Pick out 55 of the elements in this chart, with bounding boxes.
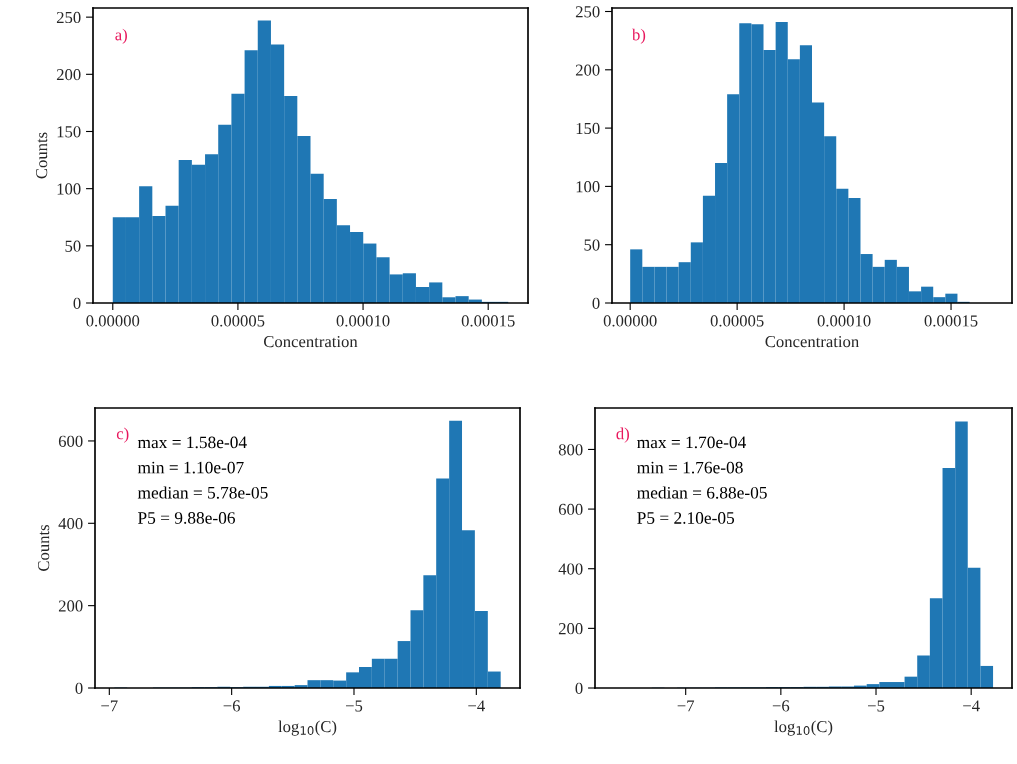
annotation: b)	[632, 28, 646, 44]
y-tick-label: 100	[576, 181, 600, 193]
y-tick-label: 150	[576, 122, 600, 135]
y-tick-label: 200	[58, 600, 83, 612]
y-tick-label: 0	[73, 297, 81, 309]
y-tick-label: 200	[56, 69, 81, 81]
x-tick-label: −6	[772, 700, 790, 712]
annotation: P5 = 9.88e-06	[138, 512, 236, 524]
x-tick-label: 0.00000	[603, 315, 657, 327]
y-tick-label: 100	[57, 183, 81, 195]
y-tick-label: 400	[58, 517, 83, 530]
x-tick-label: −4	[963, 700, 980, 712]
x-tick-label: −7	[101, 700, 118, 712]
x-axis-title: log$_{10}$(C)	[774, 720, 833, 736]
x-tick-label: 0.00005	[710, 315, 764, 327]
y-tick-label: 50	[65, 240, 81, 252]
x-tick-label: 0.00005	[211, 315, 265, 327]
y-tick-label: 600	[558, 503, 583, 516]
x-tick-label: 0.00015	[924, 315, 978, 327]
annotation: max = 1.70e-04	[637, 436, 747, 449]
y-axis-title: Counts	[38, 524, 50, 571]
x-tick-label: −5	[345, 700, 363, 712]
annotation: min = 1.10e-07	[137, 461, 244, 474]
annotation: a)	[115, 28, 127, 44]
x-tick-label: 0.00000	[86, 315, 140, 327]
y-tick-label: 600	[58, 435, 83, 447]
y-tick-label: 200	[558, 623, 583, 635]
x-tick-label: 0.00015	[461, 315, 515, 327]
x-axis-title: log$_{10}$(C)	[278, 720, 337, 736]
y-tick-label: 250	[575, 6, 600, 18]
y-tick-label: 0	[592, 297, 600, 309]
y-axis-title: Counts	[36, 132, 48, 179]
x-axis-title: Concentration	[263, 336, 358, 348]
y-tick-label: 0	[75, 682, 83, 694]
x-tick-label: 0.00010	[336, 315, 390, 327]
annotation: min = 1.76e-08	[637, 461, 743, 474]
annotation: median = 5.78e-05	[137, 486, 268, 499]
x-tick-label: −4	[468, 700, 485, 712]
y-tick-label: 250	[56, 11, 81, 24]
annotation: c)	[116, 427, 129, 443]
x-tick-label: −7	[677, 700, 695, 712]
x-tick-label: −5	[867, 700, 885, 712]
x-tick-label: 0.00010	[817, 315, 871, 327]
annotation: max = 1.58e-04	[137, 436, 247, 449]
annotation: median = 6.88e-05	[637, 486, 767, 499]
x-tick-label: −6	[223, 700, 241, 712]
y-tick-label: 400	[558, 563, 583, 575]
x-axis-title: Concentration	[765, 336, 859, 348]
y-tick-label: 50	[584, 239, 600, 251]
y-tick-label: 0	[575, 682, 583, 694]
annotation: P5 = 2.10e-05	[637, 512, 735, 524]
y-tick-label: 150	[57, 126, 81, 138]
annotation: d)	[616, 427, 629, 443]
y-tick-label: 200	[575, 64, 600, 76]
y-tick-label: 800	[558, 444, 583, 456]
